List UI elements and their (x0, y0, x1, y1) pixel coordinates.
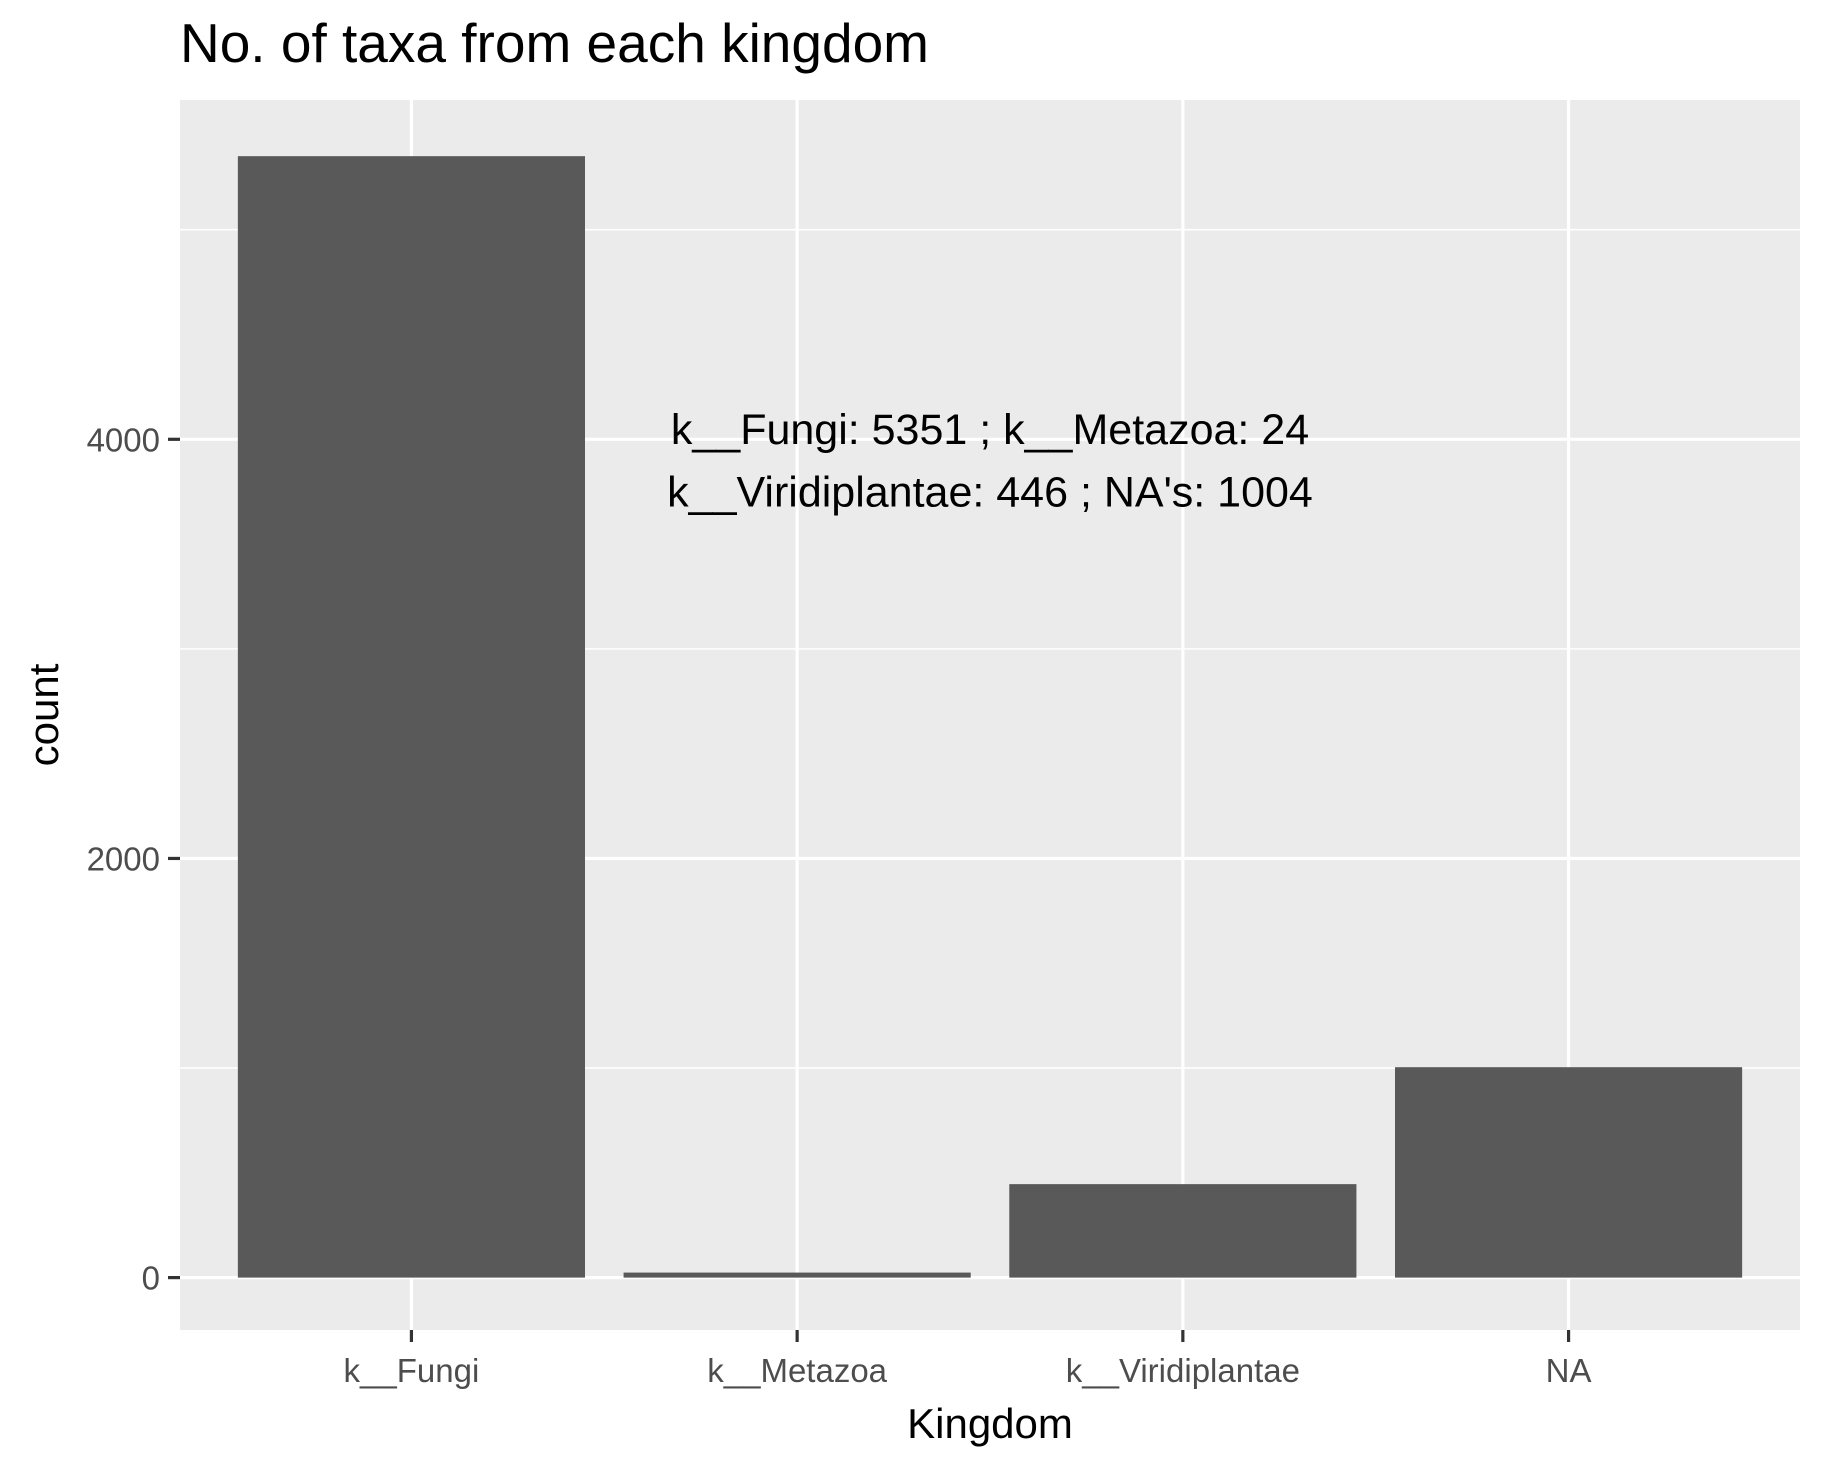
y-tick-label: 0 (142, 1260, 160, 1297)
y-tick-label: 4000 (87, 421, 160, 458)
bar-na (1395, 1067, 1743, 1278)
y-axis: 0 2000 4000 (87, 421, 180, 1297)
bars (237, 156, 1743, 1278)
x-tick-label: k__Metazoa (707, 1352, 887, 1389)
x-axis-title: Kingdom (907, 1400, 1073, 1447)
x-tick-label: NA (1546, 1352, 1592, 1389)
x-tick-label: k__Fungi (344, 1352, 480, 1389)
bar-kviridiplantae (1009, 1184, 1357, 1278)
summary-annotation: k__Fungi: 5351 ; k__Metazoa: 24 k__Virid… (667, 406, 1313, 517)
annotation-line-2: k__Viridiplantae: 446 ; NA's: 1004 (667, 469, 1313, 517)
x-tick-label: k__Viridiplantae (1066, 1352, 1300, 1389)
bar-kmetazoa (623, 1272, 971, 1278)
bar-kfungi (237, 156, 585, 1278)
y-axis-title: count (20, 663, 67, 766)
x-axis: k__Fungi k__Metazoa k__Viridiplantae NA (344, 1330, 1592, 1389)
y-tick-label: 2000 (87, 840, 160, 877)
chart-title: No. of taxa from each kingdom (180, 12, 929, 74)
annotation-line-1: k__Fungi: 5351 ; k__Metazoa: 24 (671, 406, 1309, 454)
